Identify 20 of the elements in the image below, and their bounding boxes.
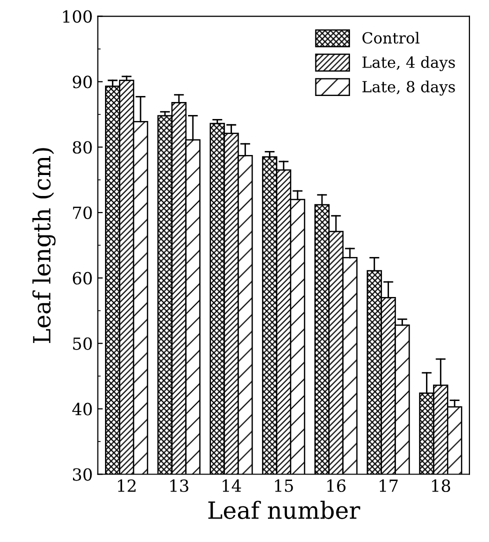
y-axis-title: Leaf length (cm) [32, 148, 56, 343]
y-tick-label: 70 [73, 206, 92, 220]
y-tick-label: 50 [73, 337, 92, 350]
y-tick-label: 30 [73, 468, 92, 481]
x-tick-label: 13 [170, 479, 188, 492]
x-tick-label: 15 [275, 479, 293, 492]
x-tick-label: 16 [327, 479, 346, 492]
y-tick-label: 90 [72, 76, 92, 88]
x-tick-label: 12 [118, 479, 136, 492]
x-tick-label: 17 [380, 479, 398, 492]
legend-label: Late, 4 days [362, 56, 455, 72]
y-tick-label: 100 [63, 10, 92, 23]
legend-label: Late, 8 days [362, 80, 455, 96]
y-tick-label: 40 [72, 402, 92, 416]
x-axis-title: Leaf number [208, 500, 360, 520]
x-tick-label: 18 [432, 479, 450, 492]
x-tick-label: 14 [222, 479, 242, 492]
y-tick-label: 80 [72, 141, 92, 154]
y-tick-label: 60 [72, 272, 92, 285]
legend-label: Control [362, 32, 420, 44]
